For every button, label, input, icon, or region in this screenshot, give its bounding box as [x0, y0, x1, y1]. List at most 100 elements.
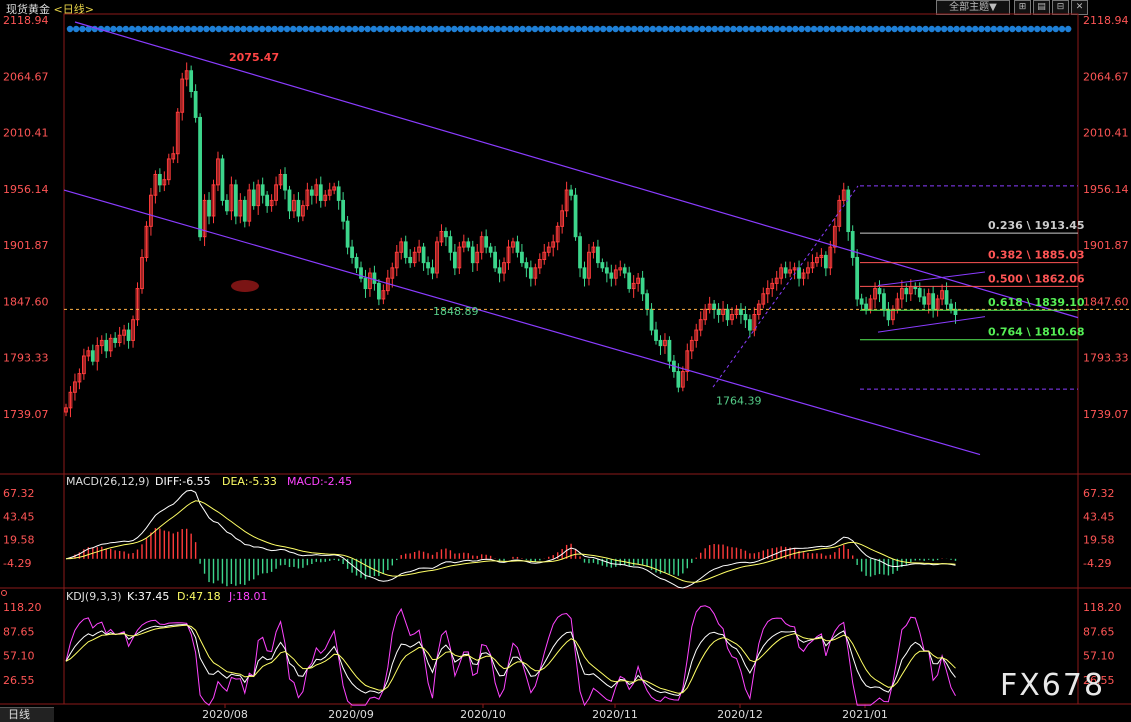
event-marker-dot	[655, 25, 663, 33]
event-marker-dot	[854, 25, 861, 33]
candle-up	[587, 251, 591, 279]
event-marker-dot	[587, 25, 594, 33]
event-marker-dot	[1065, 25, 1072, 33]
event-marker-dot	[445, 25, 452, 33]
event-marker-dot	[116, 25, 123, 33]
event-marker-dot	[680, 25, 687, 33]
candle-up	[301, 205, 305, 217]
candle-up	[86, 350, 91, 357]
event-marker-dot	[631, 25, 638, 33]
kdj-d-line	[65, 624, 956, 694]
candle-up	[935, 298, 940, 310]
candle-up	[810, 262, 815, 269]
event-marker-dot	[135, 25, 142, 33]
low-annotation: 1848.89	[433, 305, 479, 318]
y-tick-label-left: 2010.41	[3, 127, 49, 140]
event-marker-dot	[941, 25, 948, 33]
period-tab-daily[interactable]: 日线	[0, 707, 54, 722]
event-marker-dot	[705, 25, 712, 33]
macd-dea-label: DEA:-5.33	[222, 475, 277, 488]
event-marker-dot	[767, 25, 774, 33]
macd-diff-line	[65, 489, 956, 589]
event-marker-dot	[395, 25, 402, 33]
event-marker-dot	[190, 25, 198, 33]
candle-up	[511, 241, 515, 248]
candle-down	[864, 303, 868, 310]
event-marker-dot	[593, 25, 601, 33]
event-marker-dot	[271, 25, 278, 33]
candle-up	[698, 319, 703, 331]
event-marker-dot	[166, 25, 173, 33]
close-icon[interactable]: ✕	[1071, 0, 1088, 15]
event-marker-dot	[556, 25, 563, 33]
event-marker-dot	[407, 25, 415, 33]
candle-down	[797, 267, 801, 279]
candle-down	[90, 350, 95, 362]
candle-down	[649, 308, 654, 331]
macd-diff-label: DIFF:-6.55	[155, 475, 211, 488]
event-marker-dot	[73, 25, 80, 33]
candle-down	[596, 246, 600, 264]
event-marker-dot	[953, 25, 960, 33]
low-annotation: 1764.39	[716, 395, 762, 408]
event-marker-dot	[916, 25, 923, 33]
event-marker-dot	[606, 25, 613, 33]
candle-up	[180, 78, 185, 113]
fib-level-label: 0.764 \ 1810.68	[988, 326, 1085, 339]
candle-down	[426, 262, 430, 269]
candle-down	[242, 199, 247, 222]
candle-down	[488, 246, 493, 253]
event-marker-dot	[79, 25, 86, 33]
event-marker-dot	[649, 25, 656, 33]
event-marker-dot	[575, 25, 582, 33]
event-marker-dot	[885, 25, 892, 33]
candle-up	[730, 314, 734, 321]
candle-down	[207, 199, 211, 217]
event-marker-dot	[866, 25, 873, 33]
candle-up	[703, 308, 708, 321]
event-marker-dot	[947, 25, 954, 33]
candle-up	[417, 246, 421, 253]
candle-up	[368, 272, 372, 290]
candle-down	[859, 298, 864, 305]
event-marker-dot	[345, 25, 353, 33]
event-marker-dot	[544, 25, 551, 33]
candle-up	[439, 231, 444, 243]
kdj-y-tick-right: 26.55	[1083, 674, 1115, 687]
event-marker-dot	[519, 25, 526, 33]
candle-down	[444, 231, 448, 238]
candle-up	[412, 251, 417, 264]
event-marker-dot	[779, 25, 787, 33]
event-marker-dot	[525, 25, 532, 33]
event-marker-dot	[1040, 25, 1047, 33]
candle-up	[305, 189, 310, 207]
period-label[interactable]: <日线>	[53, 3, 94, 16]
event-marker-dot	[531, 25, 539, 33]
candle-up	[479, 236, 484, 253]
y-tick-label-right: 1956.14	[1083, 183, 1129, 196]
candle-up	[435, 241, 439, 274]
candle-up	[323, 194, 328, 201]
candle-up	[314, 184, 319, 196]
event-marker-dot	[910, 25, 917, 33]
event-marker-dot	[792, 25, 799, 33]
candle-down	[640, 277, 645, 295]
event-marker-dot	[277, 25, 284, 33]
event-marker-dot	[209, 25, 216, 33]
candle-down	[922, 296, 927, 305]
event-marker-dot	[972, 25, 979, 33]
instrument-name: 现货黄金	[6, 3, 50, 16]
candle-up	[95, 345, 100, 362]
candle-down	[622, 267, 627, 274]
event-marker-dot	[228, 25, 235, 33]
x-tick-label: 2020/09	[328, 708, 374, 721]
candle-down	[528, 267, 533, 279]
candle-down	[604, 267, 609, 274]
candle-up	[926, 293, 931, 305]
macd-dea-line	[65, 500, 956, 583]
candle-up	[73, 381, 77, 393]
candle-down	[600, 262, 605, 269]
candle-down	[193, 91, 198, 118]
candle-down	[359, 267, 363, 279]
